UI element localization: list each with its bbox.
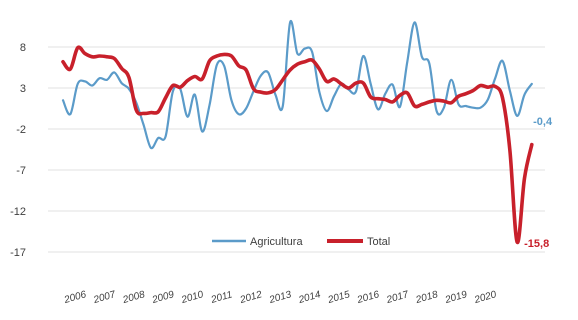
x-tick-label: 2008: [121, 289, 147, 306]
series-line-agricultura: [61, 19, 533, 150]
series-lines: [61, 19, 534, 245]
x-tick-label: 2019: [443, 289, 469, 306]
x-tick-label: 2014: [297, 289, 323, 306]
y-tick-label: -17: [10, 247, 26, 259]
y-axis-ticks: 8 3 -2 -7 -12 -17: [10, 42, 26, 259]
y-tick-label: 8: [20, 42, 26, 54]
end-label-agricultura: -0,4: [533, 116, 553, 128]
x-tick-label: 2020: [472, 289, 498, 306]
legend-label-agricultura: Agricultura: [250, 236, 303, 248]
end-label-total: -15,8: [524, 238, 549, 250]
legend-label-total: Total: [367, 236, 390, 248]
legend: Agricultura Total: [212, 236, 390, 248]
y-tick-label: -12: [10, 206, 26, 218]
x-tick-label: 2013: [267, 289, 293, 306]
x-tick-label: 2012: [238, 289, 264, 306]
y-tick-label: 3: [20, 83, 26, 95]
x-tick-label: 2010: [179, 289, 205, 306]
x-axis-ticks: 2006 2007 2008 2009 2010 2011 2012 2013 2014 2015…: [62, 289, 498, 306]
x-tick-label: 2017: [384, 289, 410, 306]
y-tick-label: -2: [16, 124, 26, 136]
grid-lines: [48, 46, 545, 253]
x-tick-label: 2009: [150, 289, 176, 306]
x-tick-label: 2006: [62, 289, 88, 306]
series-end-labels: -0,4 -15,8: [524, 116, 553, 250]
x-tick-label: 2011: [209, 289, 234, 306]
x-tick-label: 2018: [414, 289, 440, 306]
x-tick-label: 2015: [326, 289, 352, 306]
series-line-total: [61, 45, 534, 245]
y-tick-label: -7: [16, 165, 26, 177]
x-tick-label: 2016: [355, 289, 381, 306]
x-tick-label: 2007: [91, 289, 117, 306]
